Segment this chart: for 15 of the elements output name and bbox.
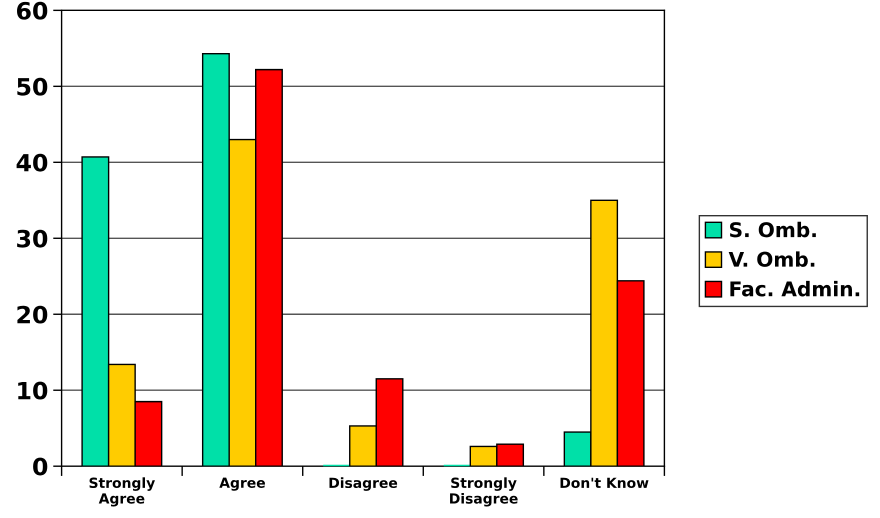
y-tick-label: 30 (17, 230, 48, 248)
y-tick-label: 50 (17, 78, 48, 96)
legend-label: Fac. Admin. (730, 280, 860, 296)
x-tick-label: Strongly Disagree (450, 477, 518, 507)
x-tick-label: Strongly Agree (90, 477, 155, 507)
x-tick-label: Don't Know (560, 478, 648, 488)
y-tick-label: 20 (17, 306, 48, 324)
legend-label: V. Omb. (728, 251, 814, 267)
y-tick-label: 0 (33, 458, 48, 476)
y-tick-label: 40 (16, 154, 48, 172)
x-tick-label: Agree (219, 478, 265, 491)
y-tick-label: 10 (18, 382, 48, 400)
legend-label: S. Omb. (730, 222, 816, 238)
y-tick-label: 60 (17, 2, 48, 20)
x-tick-label: Disagree (329, 477, 398, 491)
